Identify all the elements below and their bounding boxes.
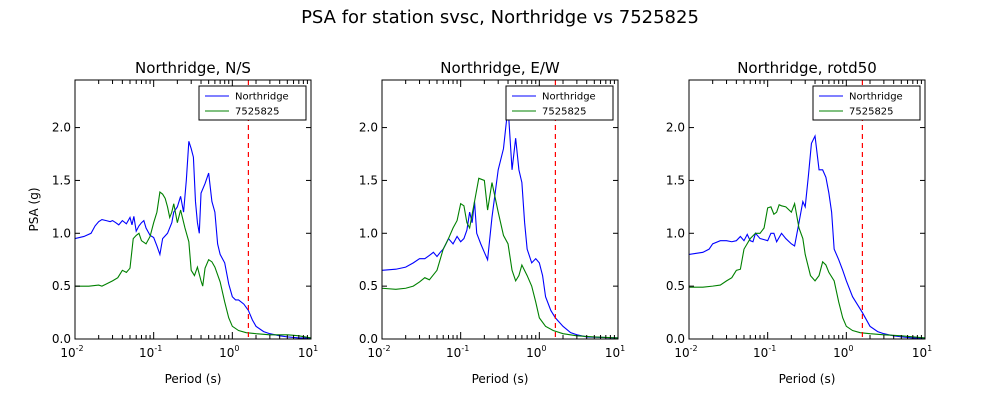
axes-frame [688,79,926,340]
legend-label: Northridge [849,92,903,103]
legend-box [505,85,614,121]
chart-title: Northridge, N/S [135,59,251,77]
y-tick-label: 0.5 [52,279,71,293]
x-tick-label: 101 [298,344,318,360]
legend: Northridge 7525825 [812,85,921,121]
x-tick-label: 100 [219,344,239,360]
y-tick-label: 0.5 [666,279,685,293]
chart-panel-1: Northridge, N/S 0.0 0.5 1.0 1.5 2.0 10-2 10-1 10… [27,59,318,386]
y-tick-label: 0.0 [52,332,71,346]
y-tick-label: 2.0 [52,121,71,135]
x-tick-label: 10-2 [60,344,83,360]
figure-title: PSA for station svsc, Northridge vs 7525… [301,7,699,28]
legend-label: Northridge [542,92,596,103]
x-tick-label: 10-2 [674,344,697,360]
y-tick-label: 1.0 [52,226,71,240]
axes-frame [381,79,619,340]
y-axis-label: PSA (g) [27,187,41,231]
y-tick-label: 1.0 [359,226,378,240]
series-line-7525825 [689,201,925,339]
y-tick-label: 1.5 [359,173,378,187]
x-tick-label: 10-1 [753,344,776,360]
legend: Northridge 7525825 [505,85,614,121]
x-tick-label: 101 [605,344,625,360]
y-tick-label: 0.5 [359,279,378,293]
legend-label: Northridge [235,92,289,103]
x-tick-label: 101 [912,344,932,360]
y-tick-label: 2.0 [359,121,378,135]
legend-label: 7525825 [235,107,280,118]
x-tick-label: 10-2 [367,344,390,360]
x-tick-label: 10-1 [139,344,162,360]
legend: Northridge 7525825 [198,85,307,121]
x-tick-label: 10-1 [446,344,469,360]
x-axis-label: Period (s) [779,372,836,386]
y-tick-label: 1.5 [666,173,685,187]
y-tick-label: 2.0 [666,121,685,135]
x-tick-label: 100 [833,344,853,360]
series-line-northridge [75,141,311,339]
chart-title: Northridge, E/W [440,59,560,77]
series-line-northridge [382,106,618,339]
chart-panel-2: Northridge, E/W 0.0 0.5 1.0 1.5 2.0 10-2 10-1 10… [359,59,625,386]
x-axis-label: Period (s) [165,372,222,386]
y-tick-label: 0.0 [666,332,685,346]
chart-title: Northridge, rotd50 [737,59,877,77]
chart-panel-3: Northridge, rotd50 0.0 0.5 1.0 1.5 2.0 10-2 10-… [666,59,932,386]
legend-label: 7525825 [542,107,587,118]
series-line-7525825 [382,177,618,339]
series-line-northridge [689,134,925,339]
axes-frame [74,79,312,340]
x-axis-label: Period (s) [472,372,529,386]
y-tick-label: 0.0 [359,332,378,346]
y-tick-label: 1.5 [52,173,71,187]
y-tick-label: 1.0 [666,226,685,240]
series-line-7525825 [75,191,311,339]
legend-box [812,85,921,121]
legend-box [198,85,307,121]
x-tick-label: 100 [526,344,546,360]
legend-label: 7525825 [849,107,894,118]
